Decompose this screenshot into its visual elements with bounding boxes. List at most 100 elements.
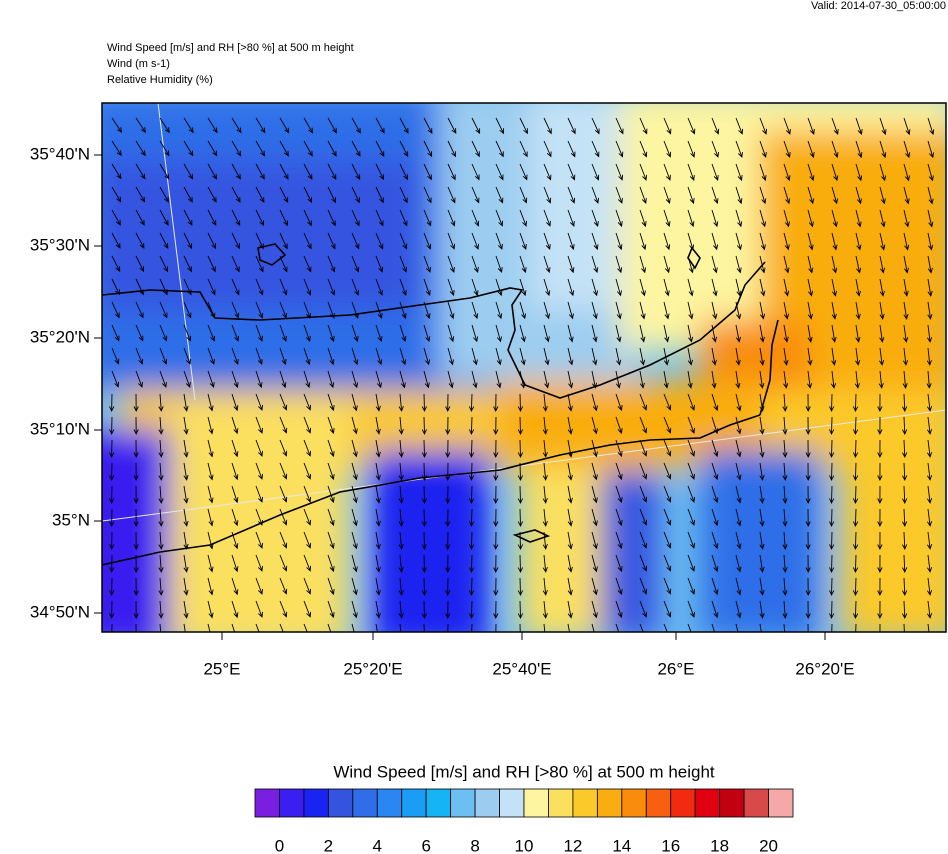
- wind-arrow: [927, 301, 933, 320]
- wind-arrow: [829, 393, 835, 413]
- colorbar-label: 2: [324, 836, 333, 854]
- wind-arrow: [639, 278, 646, 297]
- wind-arrow: [158, 393, 164, 412]
- colorbar-label: 14: [612, 836, 631, 854]
- wind-arrow: [231, 439, 239, 458]
- wind-arrow: [327, 209, 336, 227]
- wind-arrow: [423, 370, 430, 389]
- wind-arrow: [517, 508, 524, 528]
- wind-arrow: [327, 232, 336, 250]
- wind-arrow: [303, 439, 312, 457]
- wind-arrow: [759, 416, 765, 435]
- wind-arrow: [759, 278, 766, 297]
- wind-arrow: [782, 439, 788, 459]
- wind-arrow: [782, 531, 788, 551]
- wind-arrow: [805, 600, 811, 620]
- wind-arrow: [519, 255, 527, 274]
- wind-arrow: [543, 623, 546, 632]
- wind-arrow: [639, 209, 647, 228]
- wind-arrow: [829, 508, 835, 528]
- wind-arrow: [663, 117, 672, 135]
- wind-arrow: [854, 370, 860, 389]
- wind-arrow: [687, 462, 695, 480]
- wind-arrow: [327, 163, 337, 181]
- wind-arrow: [663, 554, 672, 572]
- wind-arrow: [711, 485, 719, 504]
- wind-arrow: [663, 485, 672, 503]
- wind-arrow: [495, 232, 503, 250]
- wind-arrow: [663, 508, 672, 526]
- wind-arrow: [879, 347, 885, 366]
- wind-arrow: [543, 278, 551, 297]
- wind-arrow: [902, 370, 908, 389]
- wind-arrow: [567, 232, 575, 251]
- wind-arrow: [543, 117, 552, 135]
- wind-arrow: [279, 370, 287, 389]
- wind-arrow: [879, 301, 885, 320]
- wind-arrow: [711, 140, 719, 158]
- wind-arrow: [398, 462, 404, 481]
- wind-arrow: [158, 554, 164, 573]
- lon-label: 25°20'E: [343, 659, 402, 678]
- wind-arrow: [375, 623, 378, 632]
- wind-arrow: [663, 255, 670, 274]
- wind-arrow: [279, 600, 288, 618]
- wind-arrow: [852, 485, 859, 505]
- wind-arrow: [519, 301, 527, 320]
- wind-arrow: [207, 508, 214, 527]
- wind-arrow: [615, 508, 623, 527]
- wind-arrow: [542, 439, 548, 458]
- wind-arrow: [805, 577, 811, 597]
- wind-arrow: [375, 347, 383, 366]
- wind-arrow: [111, 163, 122, 180]
- wind-arrow: [375, 416, 381, 435]
- wind-arrow: [591, 278, 599, 297]
- wind-arrow: [159, 232, 169, 250]
- wind-arrow: [615, 186, 623, 204]
- wind-arrow: [591, 439, 598, 458]
- wind-arrow: [687, 255, 694, 274]
- wind-arrow: [519, 278, 527, 297]
- wind-arrow: [903, 623, 905, 632]
- wind-arrow: [399, 255, 407, 273]
- wind-arrow: [468, 416, 475, 436]
- wind-arrow: [231, 600, 239, 619]
- colorbar-box: [694, 788, 721, 818]
- wind-arrow: [567, 140, 576, 158]
- wind-arrow: [159, 278, 168, 296]
- wind-arrow: [445, 485, 451, 505]
- wind-arrow: [279, 485, 288, 503]
- wind-arrow: [231, 117, 242, 134]
- wind-arrow: [471, 163, 480, 181]
- wind-arrow: [398, 577, 404, 596]
- wind-arrow: [351, 439, 358, 458]
- wind-arrow: [135, 140, 146, 157]
- wind-arrow: [735, 485, 742, 504]
- wind-arrow: [327, 531, 335, 550]
- wind-arrow: [831, 255, 838, 274]
- wind-arrow: [759, 140, 767, 158]
- wind-arrow: [183, 209, 193, 226]
- wind-arrow: [303, 278, 312, 296]
- wind-arrow: [927, 117, 935, 136]
- wind-arrow: [687, 508, 695, 526]
- wind-arrow: [829, 531, 835, 551]
- wind-arrow: [927, 439, 933, 458]
- colorbar-box: [327, 788, 354, 818]
- wind-arrow: [445, 531, 451, 551]
- wind-arrow: [855, 324, 861, 343]
- wind-arrow: [303, 508, 312, 526]
- wind-arrow: [663, 232, 671, 251]
- wind-arrow: [759, 163, 767, 182]
- wind-arrow: [687, 209, 695, 228]
- wind-arrow: [279, 416, 288, 434]
- wind-arrow: [495, 209, 504, 227]
- wind-arrow: [927, 554, 933, 573]
- wind-arrow: [543, 209, 551, 227]
- wind-arrow: [877, 416, 883, 436]
- wind-arrow: [615, 347, 622, 366]
- wind-arrow: [735, 209, 743, 228]
- wind-arrow: [663, 600, 672, 618]
- wind-arrow: [687, 324, 694, 343]
- wind-arrow: [782, 577, 788, 597]
